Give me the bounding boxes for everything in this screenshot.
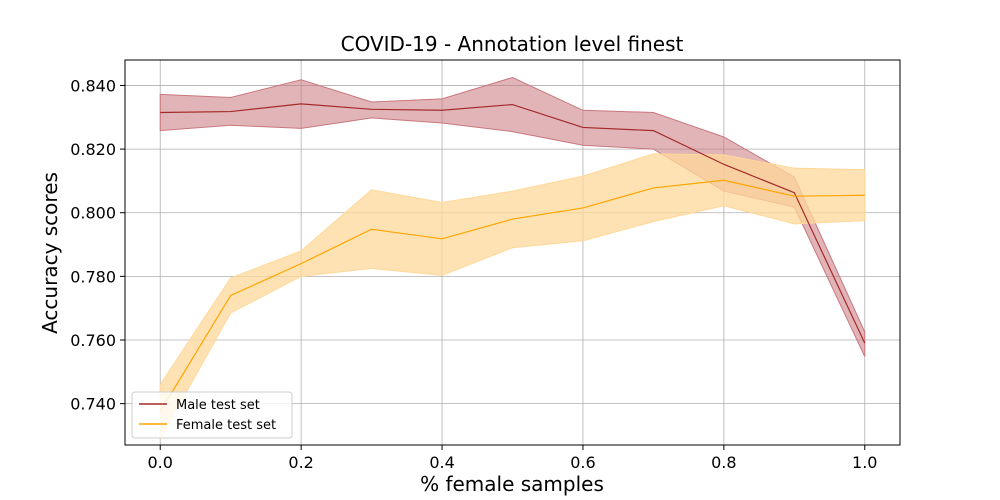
y-tick-label: 0.760 (70, 331, 116, 350)
y-tick-label: 0.820 (70, 140, 116, 159)
y-tick-label: 0.740 (70, 395, 116, 414)
line-female-test-set (159, 179, 865, 412)
x-tick-label: 0.8 (711, 453, 736, 472)
y-tick-label: 0.800 (70, 204, 116, 223)
line-male-test-set (160, 103, 866, 344)
legend: Male test set Female test set (131, 391, 293, 439)
band-female-test-set (159, 153, 866, 441)
legend-label-male: Male test set (176, 398, 260, 413)
x-axis: 0.0 0.2 0.4 0.6 0.8 1.0 (148, 445, 877, 472)
x-axis-label: % female samples (420, 472, 604, 496)
y-tick-label: 0.780 (70, 267, 116, 286)
x-tick-label: 0.2 (288, 453, 313, 472)
legend-box (131, 391, 293, 439)
legend-label-female: Female test set (176, 418, 276, 433)
x-tick-label: 0.0 (148, 453, 173, 472)
y-tick-label: 0.840 (70, 76, 116, 95)
y-axis: 0.740 0.760 0.780 0.800 0.820 0.840 (70, 76, 125, 414)
series-lines (159, 103, 866, 412)
plot-frame (124, 59, 901, 446)
x-tick-label: 1.0 (852, 453, 877, 472)
x-tick-label: 0.4 (429, 453, 454, 472)
x-tick-label: 0.6 (570, 453, 595, 472)
chart-title: COVID-19 - Annotation level finest (341, 32, 684, 56)
y-axis-label: Accuracy scores (38, 172, 62, 334)
